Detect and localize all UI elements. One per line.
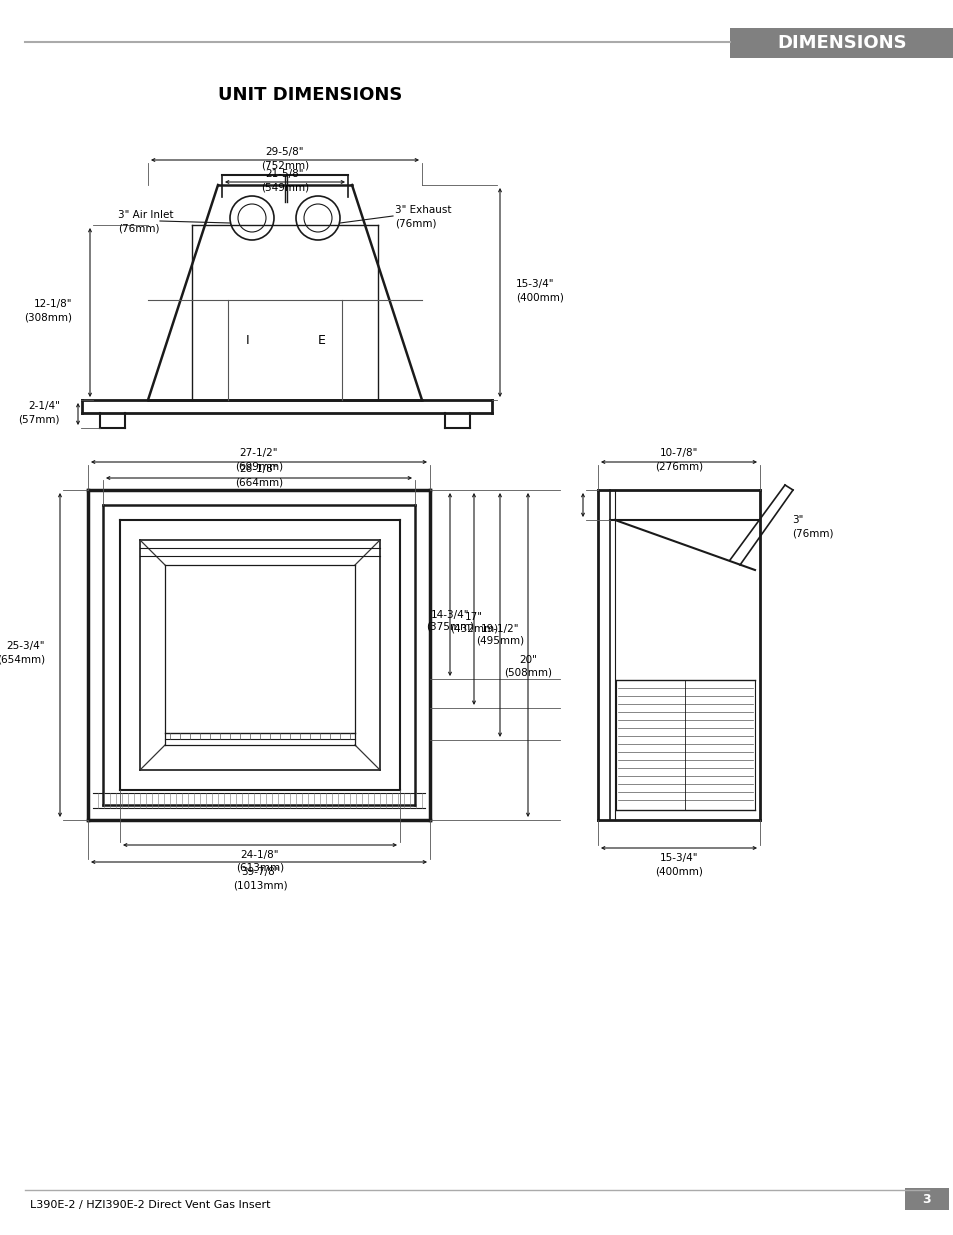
Text: 25-3/4": 25-3/4" <box>7 641 45 651</box>
Text: E: E <box>317 333 326 347</box>
Text: (76mm): (76mm) <box>395 219 436 228</box>
Text: 15-3/4": 15-3/4" <box>659 853 698 863</box>
Text: 29-5/8": 29-5/8" <box>266 147 304 157</box>
Text: 3" Exhaust: 3" Exhaust <box>395 205 451 215</box>
Text: (400mm): (400mm) <box>655 866 702 876</box>
Text: (613mm): (613mm) <box>235 863 284 873</box>
Text: DIMENSIONS: DIMENSIONS <box>777 35 906 52</box>
Text: 26-1/8": 26-1/8" <box>239 464 278 474</box>
Text: (76mm): (76mm) <box>118 224 159 233</box>
Text: 10-7/8": 10-7/8" <box>659 448 698 458</box>
Text: 21-5/8": 21-5/8" <box>266 169 304 179</box>
Text: 15-3/4": 15-3/4" <box>516 279 554 289</box>
Text: (495mm): (495mm) <box>476 636 523 646</box>
Text: 2-1/4": 2-1/4" <box>28 401 60 411</box>
Text: 3": 3" <box>791 515 802 525</box>
Text: (699mm): (699mm) <box>234 461 283 471</box>
Text: (76mm): (76mm) <box>791 529 833 538</box>
Text: I: I <box>246 333 250 347</box>
Bar <box>729 28 953 58</box>
Text: 12-1/8": 12-1/8" <box>33 299 71 309</box>
Text: (752mm): (752mm) <box>261 161 309 170</box>
Text: 20": 20" <box>518 655 537 664</box>
Text: (664mm): (664mm) <box>234 477 283 487</box>
Text: (308mm): (308mm) <box>24 312 71 322</box>
Text: (654mm): (654mm) <box>0 655 45 664</box>
Text: 17": 17" <box>464 611 482 622</box>
Text: 24-1/8": 24-1/8" <box>240 850 279 860</box>
Text: (1013mm): (1013mm) <box>233 881 287 890</box>
Text: (375mm): (375mm) <box>425 621 474 631</box>
Text: 14-3/4": 14-3/4" <box>431 610 469 620</box>
Text: L390E-2 / HZI390E-2 Direct Vent Gas Insert: L390E-2 / HZI390E-2 Direct Vent Gas Inse… <box>30 1200 271 1210</box>
Text: (432mm): (432mm) <box>450 624 497 634</box>
Text: (57mm): (57mm) <box>18 414 60 424</box>
Text: (400mm): (400mm) <box>516 291 563 303</box>
Text: (508mm): (508mm) <box>503 667 552 677</box>
Bar <box>904 1188 948 1210</box>
Text: UNIT DIMENSIONS: UNIT DIMENSIONS <box>217 86 402 104</box>
Text: 27-1/2": 27-1/2" <box>239 448 278 458</box>
Text: (549mm): (549mm) <box>261 182 309 191</box>
Text: 3: 3 <box>922 1193 930 1207</box>
Text: 19-1/2": 19-1/2" <box>480 624 518 634</box>
Text: 39-7/8": 39-7/8" <box>240 867 279 877</box>
Text: (276mm): (276mm) <box>655 461 702 471</box>
Text: 3" Air Inlet: 3" Air Inlet <box>118 210 173 220</box>
